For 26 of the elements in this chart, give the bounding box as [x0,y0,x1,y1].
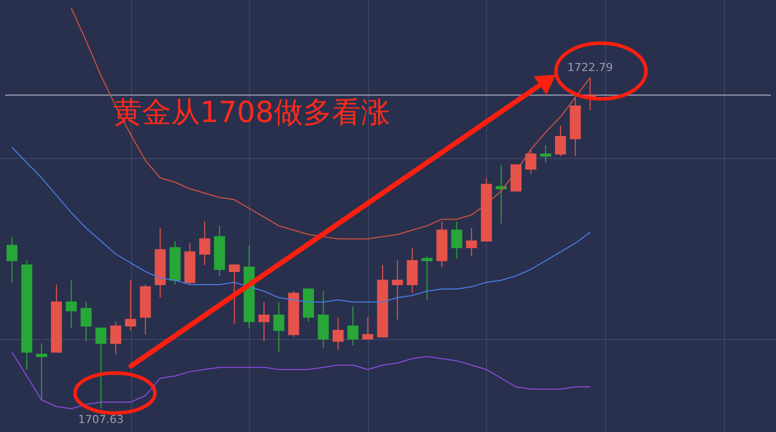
candlestick [199,220,210,266]
candlestick [406,247,418,294]
candlestick [451,220,462,259]
candlestick [392,260,403,320]
candlestick [540,144,552,164]
candlestick [362,316,374,340]
candlestick [422,256,433,300]
candlestick [273,302,284,353]
candlestick [6,236,18,283]
candlestick [80,302,92,342]
candlestick [554,125,566,157]
candlestick [525,149,536,174]
candlestick [258,302,270,342]
candlestick [496,164,507,224]
candlestick [95,328,106,409]
candlestick [466,227,478,257]
candlestick [347,306,358,346]
candlestick [332,316,344,350]
candlestick [228,264,240,324]
candlestick [110,321,122,355]
candlestick [318,290,329,348]
candlestick [36,342,48,400]
annotation: 1722.79 [567,60,613,74]
annotation: 1707.63 [78,413,124,426]
candlestick [125,280,136,331]
candlestick [66,280,77,329]
